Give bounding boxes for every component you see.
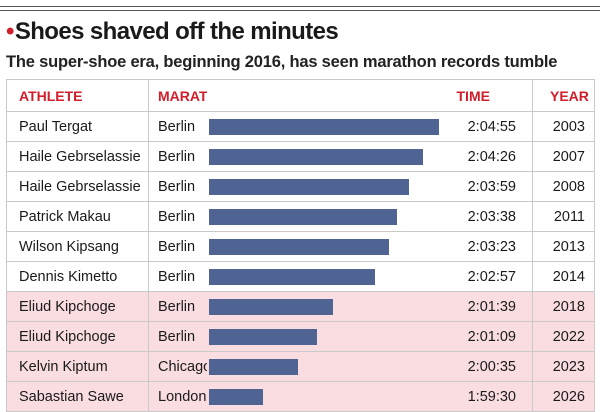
- bar-cell: [206, 321, 444, 352]
- time-bar: [208, 239, 389, 255]
- chart-subtitle: The super-shoe era, beginning 2016, has …: [6, 53, 558, 71]
- marathon-cell: Berlin: [148, 261, 207, 292]
- column-header-athlete: ATHLETE: [6, 79, 149, 112]
- time-cell: 1:59:30: [443, 381, 533, 412]
- athlete-cell: Eliud Kipchoge: [6, 291, 149, 322]
- time-cell: 2:02:57: [443, 261, 533, 292]
- bar-cell: [206, 111, 444, 142]
- table-row: Patrick Makau Berlin 2:03:38 2011: [6, 201, 595, 232]
- athlete-cell: Haile Gebrselassie: [6, 171, 149, 202]
- marathon-cell: Berlin: [148, 141, 207, 172]
- athlete-cell: Paul Tergat: [6, 111, 149, 142]
- bar-cell: [206, 201, 444, 232]
- bar-cell: [206, 231, 444, 262]
- time-cell: 2:00:35: [443, 351, 533, 382]
- marathon-cell: Berlin: [148, 231, 207, 262]
- column-header-marathon: MARATHON: [148, 79, 207, 112]
- athlete-cell: Wilson Kipsang: [6, 231, 149, 262]
- time-bar: [208, 209, 397, 225]
- year-cell: 2003: [532, 111, 595, 142]
- time-bar: [208, 389, 263, 405]
- marathon-cell: Berlin: [148, 291, 207, 322]
- top-rule-second: [0, 10, 600, 11]
- records-table: ATHLETE MARATHON TIME YEAR Paul TergatBe…: [6, 79, 595, 412]
- top-rule: [0, 6, 600, 7]
- bar-cell: [206, 141, 444, 172]
- time-cell: 2:04:55: [443, 111, 533, 142]
- time-cell: 2:01:09: [443, 321, 533, 352]
- bar-cell: [206, 351, 444, 382]
- time-cell: 2:03:38: [443, 201, 533, 232]
- athlete-cell: Kelvin Kiptum: [6, 351, 149, 382]
- marathon-cell: Berlin: [148, 201, 207, 232]
- bar-cell: [206, 381, 444, 412]
- table-row: Wilson Kipsang Berlin 2:03:23 2013: [6, 231, 595, 262]
- table-row: Eliud Kipchoge Berlin 2:01:09 2022: [6, 321, 595, 352]
- header-row: ATHLETE MARATHON TIME YEAR: [6, 79, 595, 112]
- table-row: Haile Gebrselassie Berlin 2:04:26 2007: [6, 141, 595, 172]
- athlete-cell: Dennis Kimetto: [6, 261, 149, 292]
- year-cell: 2023: [532, 351, 595, 382]
- table-row: Sabastian Sawe London 1:59:30 2026: [6, 381, 595, 412]
- table-row: Dennis Kimetto Berlin 2:02:57 2014: [6, 261, 595, 292]
- table-row: Eliud Kipchoge Berlin 2:01:39 2018: [6, 291, 595, 322]
- column-header-year: YEAR: [532, 79, 595, 112]
- marathon-cell: Berlin: [148, 171, 207, 202]
- athlete-cell: Patrick Makau: [6, 201, 149, 232]
- time-bar: [208, 329, 317, 345]
- marathon-cell: Berlin: [148, 111, 207, 142]
- time-bar: [208, 119, 439, 135]
- marathon-cell: Chicago: [148, 351, 207, 382]
- table-row: Paul Tergat Berlin 2:04:55 2003: [6, 111, 595, 142]
- chart-title-text: Shoes shaved off the minutes: [14, 18, 339, 45]
- athlete-cell: Sabastian Sawe: [6, 381, 149, 412]
- year-cell: 2022: [532, 321, 595, 352]
- time-bar: [208, 299, 333, 315]
- bar-cell: [206, 291, 444, 322]
- time-cell: 2:01:39: [443, 291, 533, 322]
- column-header-time: TIME: [443, 79, 533, 112]
- marathon-cell: London: [148, 381, 207, 412]
- table-row: Kelvin Kiptum Chicago 2:00:35 2023: [6, 351, 595, 382]
- time-bar: [208, 359, 298, 375]
- year-cell: 2026: [532, 381, 595, 412]
- marathon-cell: Berlin: [148, 321, 207, 352]
- time-cell: 2:04:26: [443, 141, 533, 172]
- athlete-cell: Eliud Kipchoge: [6, 321, 149, 352]
- year-cell: 2018: [532, 291, 595, 322]
- bar-cell: [206, 171, 444, 202]
- time-bar: [208, 179, 409, 195]
- year-cell: 2008: [532, 171, 595, 202]
- year-cell: 2014: [532, 261, 595, 292]
- chart-title: •Shoes shaved off the minutes: [6, 18, 339, 46]
- year-cell: 2013: [532, 231, 595, 262]
- time-bar: [208, 149, 423, 165]
- column-header-bar: [206, 79, 444, 112]
- bar-cell: [206, 261, 444, 292]
- time-cell: 2:03:23: [443, 231, 533, 262]
- year-cell: 2011: [532, 201, 595, 232]
- time-cell: 2:03:59: [443, 171, 533, 202]
- year-cell: 2007: [532, 141, 595, 172]
- time-bar: [208, 269, 375, 285]
- table-row: Haile Gebrselassie Berlin 2:03:59 2008: [6, 171, 595, 202]
- athlete-cell: Haile Gebrselassie: [6, 141, 149, 172]
- bullet-icon: •: [6, 18, 14, 45]
